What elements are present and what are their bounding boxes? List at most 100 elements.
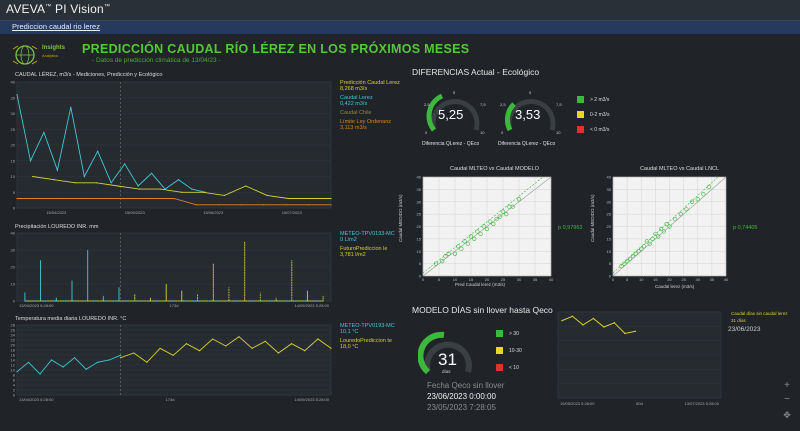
precip-chart[interactable]: 0 10 20 30 40 13/04/2023 5:28:00 173d 14/09/202… [5,231,335,311]
legend-pred-label[interactable]: Predicción Caudal Lerez [340,80,400,86]
scatter1-legend[interactable]: p 0,97963 [558,225,583,231]
series-point [73,357,76,359]
series-point [16,94,18,96]
scatter2-xlabel: Caudal lerez (m3/s) [655,284,695,289]
y-tick-label: 10 [417,249,422,254]
days-gauge[interactable] [418,326,478,382]
scatter-point [468,234,474,239]
precip-legend-futuro[interactable]: FuturoPrediccion le [340,246,388,252]
trend-point [603,326,605,328]
trend-line [561,315,636,335]
series-point [83,175,85,178]
x-tick-label: 30 [696,277,701,282]
y-tick-label: 30 [607,199,612,204]
breadcrumb[interactable]: Prediccion caudal rio lerez [12,22,100,31]
series-line-meteo-tpv0193-mc [16,354,121,375]
y-tick-label: 20 [417,224,422,229]
x-tick-label: 15/04/2023 [46,210,67,215]
scatter-point [641,244,647,249]
scatter2-legend[interactable]: p 0,74405 [733,225,758,231]
scatter-point [516,197,522,202]
modelo-legend-red-label: < 10 [509,365,519,371]
brand-name: AVEVA [6,2,46,16]
scatter-point [478,231,483,237]
dias-trend-chart[interactable]: 15/05/2023 5:28:00 60d 13/07/2023 5:28:00 [550,310,725,410]
scatter-point [619,263,624,269]
gauge-1[interactable]: 0 2,5 5 7,5 10 [420,86,490,140]
precip-legend-meteo[interactable]: METEO-TPV0193-MC [340,231,395,237]
scatter-point [656,234,661,239]
series-point [277,352,280,354]
legend-caudal-label[interactable]: Caudal Lerez [340,95,373,101]
temp-legend-meteo[interactable]: METEO-TPV0193-MC [340,323,395,329]
series-point [330,197,332,200]
scatter-point [653,231,658,237]
y-tick-label: 0 [419,274,422,279]
x-tick-label: 30 [517,277,522,282]
product-trademark: ™ [103,4,111,10]
y-tick-label: 2 [13,388,16,393]
scatter-point [673,216,678,222]
caudal-chart[interactable]: 0 5 10 15 20 25 30 35 40 15/04/2023 15/05/2023 15/0… [5,80,335,218]
series-point [159,347,161,349]
y-tick-label: 10 [11,368,16,373]
scatter2-title: Caudal MLTEO vs Caudal LNCL [640,166,720,172]
legend-pred-value: 8,268 m3/s [340,86,368,92]
diferencias-title: DIFERENCIAS Actual - Ecológico [412,67,540,77]
scatter-point [440,259,445,264]
series-point [251,347,253,349]
y-tick-label: 10 [11,282,16,287]
x-tick-label: 20 [667,277,672,282]
series-point [309,197,311,200]
trend-date: 23/06/2023 [728,326,761,333]
pan-icon[interactable]: ✥ [783,410,791,420]
trend-point [613,322,616,324]
gauge-1-tick: 7,5 [480,102,486,107]
scatter-point [475,229,480,234]
x-tick-label: 0 [422,277,425,282]
gauge-2[interactable]: 0 2,5 5 7,5 10 [496,86,566,140]
scatter-point [465,241,470,246]
y-tick-label: 15 [607,236,612,241]
series-point [97,150,99,152]
modelo-legend-red-swatch [496,364,503,371]
zoom-in-button[interactable]: + [784,380,790,391]
trend-legend-label[interactable]: Caudal días sin caudal lerez [731,311,788,316]
trend-point [582,324,584,326]
legend-chile-label[interactable]: Caudal Chile [340,110,372,116]
series-point [202,191,204,193]
scatter-point [689,199,695,204]
x-tick-label: 35 [710,277,715,282]
trend-point [634,330,637,333]
y-tick-label: 0 [13,299,16,304]
series-point [137,185,139,187]
series-point [61,197,63,200]
x-tick-label: 14/09/2023 5:28:00 [295,397,330,402]
y-tick-label: 35 [417,187,422,192]
scatter-point [433,261,438,266]
days-unit: días [442,369,451,374]
legend-limite-value: 3,113 m3/s [340,125,367,131]
y-tick-label: 0 [13,206,16,211]
y-tick-label: 14 [11,358,16,363]
series-point [16,371,18,373]
scatter-point [491,221,496,227]
scatter-point [452,251,458,256]
series-point [150,172,153,174]
x-tick-label: 25 [501,277,506,282]
series-point [117,185,119,187]
x-tick-label: 10 [453,277,458,282]
scatter-point [443,254,448,259]
temp-legend-pred[interactable]: LouredoPrediccion te [340,338,392,344]
legend-limite-label[interactable]: Límite Ley Ordenanz [340,119,392,125]
gauge-1-tick: 5 [453,90,456,95]
precip-spikes-futuroprediccion-le [24,241,324,302]
series-point [39,373,41,375]
zoom-out-button[interactable]: − [784,394,790,405]
modelo-legend-green-label: > 30 [509,331,519,337]
app-brand[interactable]: AVEVA™ PI Vision™ [6,2,110,16]
y-tick-label: 20 [11,143,16,148]
